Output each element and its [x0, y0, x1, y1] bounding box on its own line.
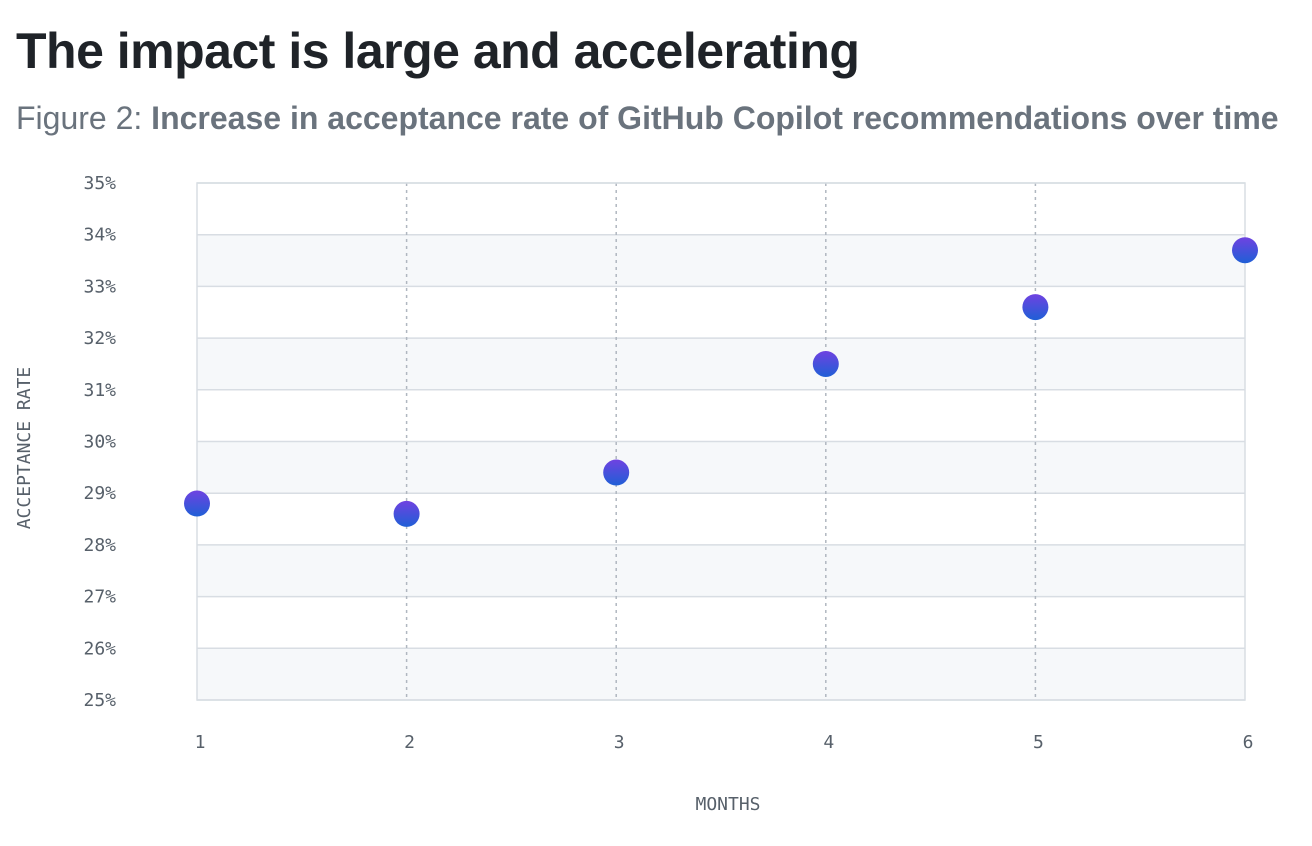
data-point	[812, 350, 839, 377]
y-tick-label: 33%	[83, 276, 116, 297]
x-tick-label: 2	[404, 732, 415, 753]
figure-prefix: Figure 2:	[16, 100, 152, 136]
vertical-gridlines	[405, 183, 1037, 700]
y-tick-label: 35%	[83, 173, 116, 194]
plot-band	[197, 338, 1245, 390]
plot-band	[197, 441, 1245, 494]
plot-bands	[197, 234, 1245, 700]
y-axis-label: ACCEPTANCE RATE	[14, 367, 35, 530]
figure-subtitle: Figure 2: Increase in acceptance rate of…	[16, 100, 1279, 137]
data-point	[603, 459, 630, 486]
x-axis-label: MONTHS	[695, 794, 760, 815]
y-tick-label: 32%	[83, 328, 116, 349]
data-point	[184, 490, 210, 517]
plot-band	[197, 544, 1245, 597]
x-axis-ticks: 1 2 3 4 5 6	[195, 732, 1254, 753]
x-tick-label: 4	[823, 732, 834, 753]
plot-band	[197, 234, 1245, 287]
data-points	[184, 237, 1258, 527]
y-tick-label: 25%	[83, 690, 116, 711]
x-tick-label: 5	[1033, 732, 1044, 753]
x-tick-label: 3	[614, 732, 625, 753]
plot-frame	[196, 182, 1246, 701]
y-axis-ticks: 25% 26% 27% 28% 29% 30% 31% 32% 33% 34% 35%	[83, 173, 116, 711]
plot-band	[197, 648, 1245, 700]
y-tick-label: 28%	[83, 535, 116, 556]
data-point	[1232, 237, 1258, 264]
x-tick-label: 6	[1243, 732, 1254, 753]
figure-title: Increase in acceptance rate of GitHub Co…	[151, 100, 1279, 136]
y-tick-label: 26%	[83, 638, 116, 659]
y-tick-label: 29%	[83, 483, 116, 504]
y-tick-label: 31%	[83, 380, 116, 401]
page-title: The impact is large and accelerating	[16, 23, 860, 79]
y-tick-label: 27%	[83, 587, 116, 608]
data-point	[393, 500, 420, 527]
y-tick-label: 34%	[83, 225, 116, 246]
x-tick-label: 1	[195, 732, 206, 753]
horizontal-gridlines	[197, 182, 1245, 701]
data-point	[1022, 294, 1049, 321]
y-tick-label: 30%	[83, 432, 116, 453]
